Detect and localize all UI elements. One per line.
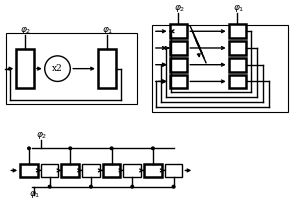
Bar [229,24,246,38]
Text: $\varphi_2$: $\varphi_2$ [20,25,32,36]
Bar [229,41,246,55]
Bar [170,75,187,88]
Circle shape [48,185,51,188]
Bar [61,164,79,177]
Bar [82,164,100,177]
Bar [6,33,137,104]
Text: $\varphi_1$: $\varphi_1$ [233,3,244,14]
Bar [170,24,187,38]
Bar [170,41,187,55]
Bar [165,164,182,177]
Circle shape [172,185,175,188]
Bar [16,49,34,88]
Text: $\varphi_2$: $\varphi_2$ [36,130,47,141]
Circle shape [131,185,133,188]
Circle shape [28,147,30,150]
Bar [229,58,246,72]
Circle shape [152,147,154,150]
Text: $\varphi_1$: $\varphi_1$ [29,189,40,200]
Circle shape [69,147,71,150]
Bar [41,164,59,177]
Bar [103,164,121,177]
Bar [170,58,187,72]
Text: $\varphi_1$: $\varphi_1$ [102,25,113,36]
Bar [152,25,288,112]
Bar [229,75,246,88]
Circle shape [45,56,70,81]
Text: x2: x2 [52,64,63,73]
Circle shape [110,147,113,150]
Bar [20,164,38,177]
Text: $\varphi_2$: $\varphi_2$ [174,3,185,14]
Circle shape [90,185,92,188]
Bar [123,164,141,177]
Bar [144,164,162,177]
Bar [98,49,116,88]
